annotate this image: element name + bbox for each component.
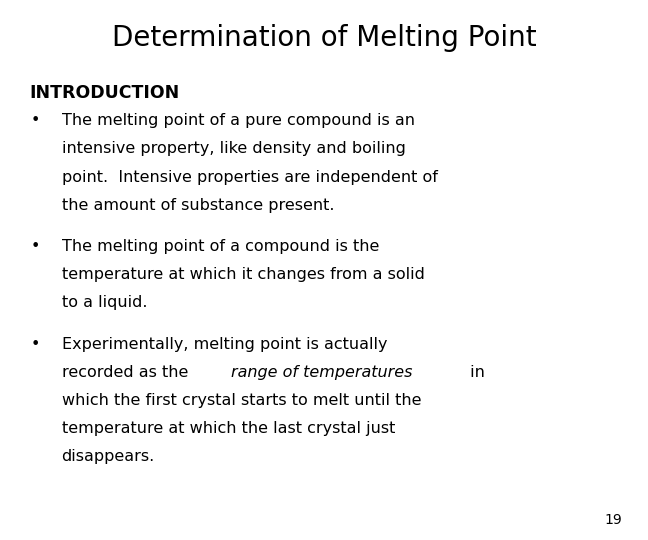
Text: Experimentally, melting point is actually: Experimentally, melting point is actuall… xyxy=(62,337,387,352)
Text: The melting point of a pure compound is an: The melting point of a pure compound is … xyxy=(62,113,415,129)
Text: •: • xyxy=(31,113,40,129)
Text: point.  Intensive properties are independent of: point. Intensive properties are independ… xyxy=(62,170,437,185)
Text: recorded as the: recorded as the xyxy=(62,365,193,380)
Text: •: • xyxy=(31,337,40,352)
Text: The melting point of a compound is the: The melting point of a compound is the xyxy=(62,239,379,254)
Text: •: • xyxy=(31,239,40,254)
Text: which the first crystal starts to melt until the: which the first crystal starts to melt u… xyxy=(62,393,421,408)
Text: to a liquid.: to a liquid. xyxy=(62,295,147,310)
Text: in: in xyxy=(465,365,485,380)
Text: temperature at which the last crystal just: temperature at which the last crystal ju… xyxy=(62,421,395,436)
Text: range of temperatures: range of temperatures xyxy=(231,365,413,380)
Text: temperature at which it changes from a solid: temperature at which it changes from a s… xyxy=(62,267,424,282)
Text: INTRODUCTION: INTRODUCTION xyxy=(29,84,179,102)
Text: 19: 19 xyxy=(605,512,622,526)
Text: disappears.: disappears. xyxy=(62,449,155,464)
Text: the amount of substance present.: the amount of substance present. xyxy=(62,198,334,213)
Text: Determination of Melting Point: Determination of Melting Point xyxy=(111,24,537,52)
Text: intensive property, like density and boiling: intensive property, like density and boi… xyxy=(62,141,406,157)
